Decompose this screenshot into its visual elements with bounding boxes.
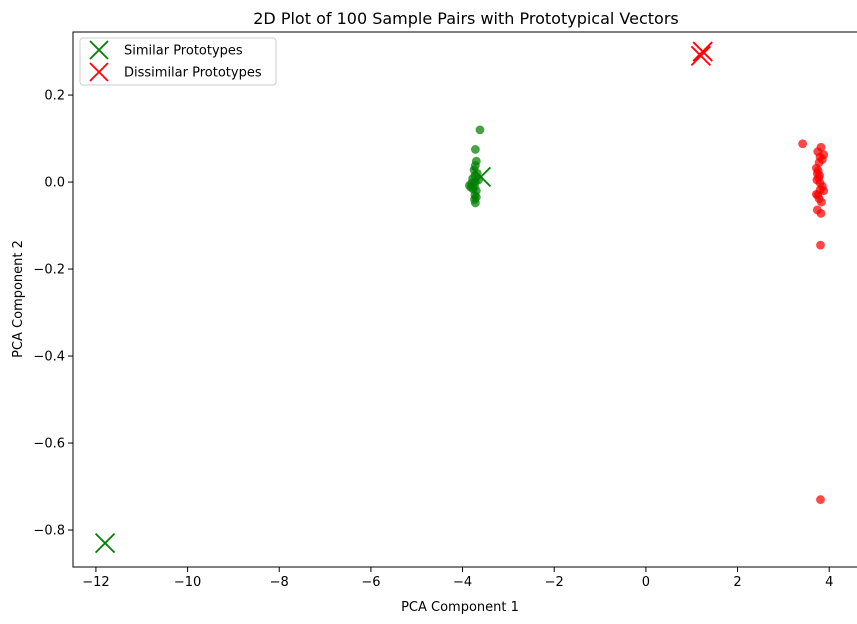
y-tick-label: −0.2: [33, 263, 65, 278]
similar-prototype-marker: [470, 166, 492, 187]
dissimilar-sample-point: [816, 495, 825, 504]
similar-sample-point: [470, 198, 480, 208]
x-axis-title: PCA Component 1: [401, 600, 519, 615]
x-tick-label: 4: [825, 575, 833, 590]
y-tick-label: −0.8: [33, 524, 65, 539]
x-tick-label: −6: [361, 575, 380, 590]
legend-marker-similar: [89, 40, 109, 60]
chart-title: 2D Plot of 100 Sample Pairs with Prototy…: [253, 9, 679, 28]
x-tick-label: −8: [270, 575, 289, 590]
x-axis: −12 −10 −8 −6 −4 −2 0 2 4: [82, 567, 833, 590]
x-tick-label: −12: [82, 575, 109, 590]
dissimilar-prototype-marker: [690, 45, 712, 67]
x-tick-label: 0: [642, 575, 650, 590]
x-tick-label: 2: [733, 575, 741, 590]
legend-label-similar: Similar Prototypes: [124, 44, 243, 59]
plot-frame: [72, 31, 857, 568]
y-tick-label: −0.4: [33, 350, 65, 365]
y-tick-label: −0.6: [33, 437, 65, 452]
legend-marker-dissimilar: [89, 62, 109, 82]
dissimilar-sample-point: [816, 208, 826, 218]
similar-prototype-marker: [94, 532, 116, 554]
dissimilar-sample-point: [798, 139, 808, 149]
y-axis: −0.8 −0.6 −0.4 −0.2 0.0 0.2: [33, 89, 73, 539]
dissimilar-sample-point: [816, 240, 825, 250]
x-tick-label: −2: [545, 575, 564, 590]
similar-sample-point: [470, 145, 480, 154]
similar-sample-point: [475, 125, 485, 135]
y-axis-title: PCA Component 2: [11, 240, 26, 358]
y-tick-label: 0.2: [44, 89, 65, 104]
x-tick-label: −10: [174, 575, 201, 590]
dissimilar-sample-point: [817, 197, 826, 207]
y-tick-label: 0.0: [44, 176, 65, 191]
plot-marks: [94, 41, 829, 554]
legend-box: [79, 37, 277, 86]
legend-label-dissimilar: Dissimilar Prototypes: [124, 66, 262, 81]
legend: Similar Prototypes Dissimilar Prototypes: [79, 37, 277, 86]
x-tick-label: −4: [453, 575, 472, 590]
dissimilar-prototype-marker: [692, 41, 713, 62]
